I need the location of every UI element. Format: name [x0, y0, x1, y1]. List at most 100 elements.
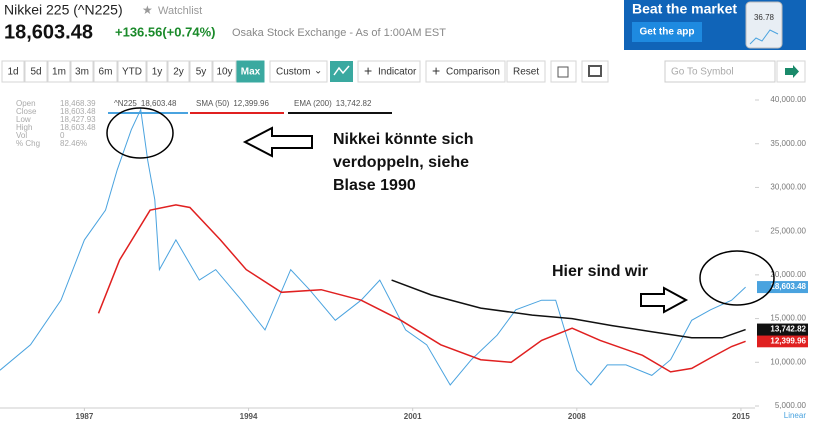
- ad-headline: Beat the market: [632, 1, 737, 17]
- watchlist-link[interactable]: Watchlist: [158, 5, 202, 17]
- ad-button-label: Get the app: [639, 27, 694, 38]
- x-tick-label: 1987: [76, 412, 94, 421]
- y-tick-label: 15,000.00: [770, 314, 806, 323]
- range-button[interactable]: [1, 60, 25, 83]
- info-value: 18,603.48: [60, 123, 96, 132]
- range-label: Max: [241, 67, 261, 78]
- custom-button-label: Custom: [276, 67, 310, 78]
- toolbar: 1d 5d 1m 3m 6m YTD 1y 2y 5y 10y Max Custom ⌄ Indicato…: [1, 60, 806, 83]
- reset-button-label: Reset: [513, 67, 539, 78]
- annotation-line: Blase 1990: [333, 177, 416, 194]
- plus-icon: +: [364, 63, 372, 79]
- info-label: High: [16, 123, 32, 132]
- star-icon[interactable]: ★: [142, 3, 153, 17]
- info-value: 0: [60, 131, 65, 140]
- range-button[interactable]: [236, 60, 265, 83]
- price-tag: [757, 323, 808, 336]
- range-button[interactable]: [212, 60, 237, 83]
- range-label: 2y: [173, 67, 184, 78]
- legend-entry[interactable]: SMA (50) 12,399.96: [196, 99, 269, 108]
- search-input[interactable]: [664, 60, 776, 83]
- range-label: 1y: [152, 67, 163, 78]
- legend-entry[interactable]: EMA (200) 13,742.82: [294, 99, 372, 108]
- x-tick-label: 1994: [240, 412, 258, 421]
- range-label: 3m: [75, 67, 89, 78]
- print-icon: [588, 65, 602, 77]
- info-value: 18,468.39: [60, 99, 96, 108]
- legend-name: ^N225: [114, 99, 137, 108]
- comparison-button[interactable]: [425, 60, 506, 83]
- x-tick-label: 2015: [732, 412, 750, 421]
- range-label: 1m: [52, 67, 66, 78]
- annotations: Hier sind wir Nikkei könnte sich verdoppe…: [106, 107, 775, 314]
- info-value: 82.46%: [60, 139, 87, 148]
- range-label: YTD: [122, 67, 142, 78]
- range-label: 5d: [30, 67, 41, 78]
- circle-now: [699, 250, 775, 306]
- legend-value: 13,742.82: [336, 99, 372, 108]
- dropdown-caret: ⌄: [314, 66, 322, 77]
- range-label: 1d: [7, 67, 18, 78]
- legend-name: SMA (50): [196, 99, 230, 108]
- range-button[interactable]: [24, 60, 48, 83]
- y-tick-label: 5,000.00: [775, 401, 807, 410]
- quote-title: Nikkei 225 (^N225): [4, 2, 123, 18]
- price-tag-label: 13,742.82: [770, 325, 806, 334]
- annotation-line: Nikkei könnte sich: [333, 131, 474, 148]
- indicator-button[interactable]: [357, 60, 421, 83]
- y-tick-label: 35,000.00: [770, 139, 806, 148]
- range-button[interactable]: [117, 60, 147, 83]
- range-label: 5y: [196, 67, 207, 78]
- range-button[interactable]: [146, 60, 168, 83]
- info-label: Vol: [16, 131, 27, 140]
- legend-entry[interactable]: ^N225 18,603.48: [114, 99, 177, 108]
- quote-exchange: Osaka Stock Exchange - As of 1:00AM EST: [232, 27, 446, 39]
- info-value: 18,427.93: [60, 115, 96, 124]
- ad-phone-value: 36.78: [754, 13, 775, 22]
- range-button[interactable]: [47, 60, 71, 83]
- legend-value: 12,399.96: [233, 99, 269, 108]
- range-button[interactable]: [167, 60, 190, 83]
- comparison-button-label: Comparison: [446, 67, 500, 78]
- y-tick-label: 30,000.00: [770, 183, 806, 192]
- arrow-right: [640, 286, 689, 314]
- x-tick-label: 2008: [568, 412, 586, 421]
- info-label: Low: [16, 115, 31, 124]
- chart-type-icon: [333, 65, 350, 76]
- x-tick-label: 2001: [404, 412, 422, 421]
- info-value: 18,603.48: [60, 107, 96, 116]
- range-button[interactable]: [189, 60, 213, 83]
- y-tick-label: 20,000.00: [770, 270, 806, 279]
- series-line: [0, 107, 746, 386]
- info-label: Open: [16, 99, 36, 108]
- ad-phone: [745, 1, 783, 49]
- ad-banner[interactable]: Beat the market Get the app 36.78: [624, 0, 806, 50]
- scale-label[interactable]: Linear: [784, 411, 807, 420]
- arrow-left: [242, 126, 313, 158]
- range-button[interactable]: [70, 60, 94, 83]
- range-button[interactable]: [93, 60, 118, 83]
- legend-value: 18,603.48: [141, 99, 177, 108]
- legend-name: EMA (200): [294, 99, 332, 108]
- annotation-here: Hier sind wir: [552, 263, 648, 280]
- search-go-icon: [785, 65, 799, 78]
- ad-phone-graph: [749, 29, 779, 45]
- y-tick-label: 10,000.00: [770, 357, 806, 366]
- plus-icon: +: [432, 63, 440, 79]
- share-button[interactable]: [550, 60, 577, 83]
- reset-button[interactable]: [506, 60, 546, 83]
- print-button[interactable]: [581, 60, 609, 83]
- price-tag: [757, 335, 808, 348]
- series-line: [391, 279, 746, 339]
- info-label: Close: [16, 107, 37, 116]
- y-tick-label: 25,000.00: [770, 226, 806, 235]
- chart: Linear Open 18,468.39 Close 18,603.48 Low 18,…: [0, 95, 808, 421]
- custom-button[interactable]: [269, 60, 328, 83]
- share-icon: [557, 66, 569, 78]
- ad-button[interactable]: [632, 22, 702, 42]
- quote-change: +136.56(+0.74%): [115, 24, 215, 39]
- search-placeholder: Go To Symbol: [671, 67, 734, 78]
- y-tick-label: 40,000.00: [770, 95, 806, 104]
